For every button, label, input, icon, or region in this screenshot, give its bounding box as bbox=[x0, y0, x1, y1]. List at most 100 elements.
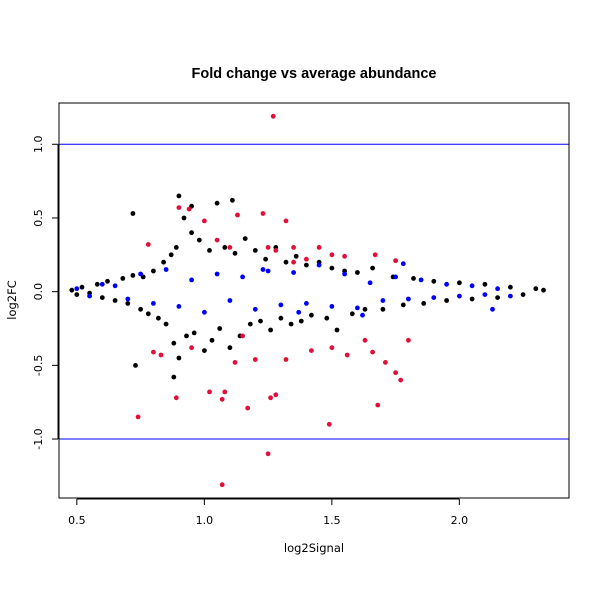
point-s2-24 bbox=[393, 258, 398, 264]
point-s0-19 bbox=[171, 340, 177, 346]
point-s0-0 bbox=[69, 287, 75, 293]
point-s2-0 bbox=[270, 113, 276, 119]
point-s0-44 bbox=[278, 315, 284, 321]
point-s1-15 bbox=[265, 268, 271, 274]
point-s2-1 bbox=[265, 451, 271, 457]
point-s0-10 bbox=[130, 273, 136, 278]
point-s1-13 bbox=[240, 274, 246, 280]
y-tick-label-3: 0.5 bbox=[32, 209, 45, 227]
point-s2-4 bbox=[326, 421, 332, 427]
point-s0-13 bbox=[145, 311, 151, 317]
point-s2-9 bbox=[222, 389, 228, 395]
point-s1-31 bbox=[469, 283, 475, 289]
y-tick-label-4: 1.0 bbox=[32, 136, 45, 154]
point-s2-42 bbox=[214, 237, 220, 243]
point-s0-66 bbox=[444, 298, 449, 303]
point-s1-37 bbox=[360, 312, 365, 318]
point-s0-70 bbox=[495, 295, 500, 300]
point-s2-30 bbox=[283, 357, 289, 362]
point-s0-69 bbox=[482, 281, 488, 287]
point-s2-14 bbox=[186, 206, 192, 212]
point-s0-45 bbox=[283, 259, 289, 265]
point-s0-30 bbox=[209, 337, 215, 343]
point-s0-17 bbox=[163, 321, 169, 327]
point-s2-16 bbox=[235, 212, 240, 218]
point-s0-15 bbox=[156, 315, 161, 321]
reference-lines bbox=[59, 143, 569, 440]
point-s2-38 bbox=[406, 337, 411, 343]
point-s0-41 bbox=[263, 256, 268, 262]
point-s1-22 bbox=[355, 305, 360, 311]
y-tick-label-0: -1.0 bbox=[32, 428, 45, 449]
point-s0-16 bbox=[161, 259, 167, 265]
point-s2-17 bbox=[260, 211, 266, 216]
point-s0-48 bbox=[298, 318, 304, 324]
point-s0-20 bbox=[173, 245, 179, 250]
y-tick-label-2: 0.0 bbox=[32, 283, 45, 301]
point-s2-15 bbox=[202, 218, 207, 224]
point-s2-6 bbox=[173, 395, 179, 401]
point-s0-63 bbox=[411, 276, 416, 281]
point-s1-21 bbox=[342, 271, 347, 277]
point-s0-6 bbox=[105, 278, 110, 284]
point-s2-35 bbox=[398, 377, 404, 383]
point-s0-40 bbox=[258, 318, 263, 324]
point-s1-2 bbox=[99, 281, 105, 287]
point-s0-72 bbox=[520, 292, 526, 297]
point-s2-11 bbox=[268, 395, 273, 401]
point-s0-5 bbox=[99, 295, 105, 300]
point-s2-22 bbox=[342, 253, 347, 259]
point-s0-52 bbox=[324, 315, 330, 321]
point-s2-21 bbox=[304, 256, 309, 262]
point-s1-34 bbox=[508, 293, 513, 299]
point-s2-3 bbox=[135, 414, 141, 420]
point-s1-14 bbox=[252, 306, 258, 312]
point-s1-23 bbox=[367, 280, 373, 286]
point-s2-47 bbox=[291, 245, 296, 250]
point-s0-49 bbox=[304, 262, 309, 268]
point-s2-41 bbox=[240, 333, 246, 339]
point-s1-9 bbox=[189, 277, 195, 283]
point-s1-10 bbox=[202, 309, 207, 315]
point-s0-64 bbox=[421, 301, 427, 306]
point-s0-42 bbox=[268, 327, 273, 333]
point-s2-43 bbox=[227, 245, 233, 250]
x-tick-label-1: 1.0 bbox=[196, 514, 214, 527]
point-s1-0 bbox=[74, 286, 80, 292]
point-s0-25 bbox=[189, 230, 195, 236]
point-s2-28 bbox=[232, 360, 238, 365]
point-s2-12 bbox=[273, 392, 279, 398]
point-s1-24 bbox=[380, 298, 386, 303]
point-s0-29 bbox=[207, 248, 212, 253]
point-s1-6 bbox=[151, 301, 156, 306]
x-tick-label-0: 0.5 bbox=[68, 514, 86, 527]
point-s1-7 bbox=[163, 267, 169, 272]
point-s1-28 bbox=[431, 295, 437, 300]
point-s0-4 bbox=[94, 281, 100, 287]
point-s0-56 bbox=[349, 311, 355, 317]
point-s2-31 bbox=[309, 348, 314, 353]
point-s0-53 bbox=[329, 265, 335, 271]
point-s1-4 bbox=[125, 296, 131, 302]
point-s0-1 bbox=[74, 292, 80, 297]
point-s0-75 bbox=[130, 211, 136, 216]
point-s1-12 bbox=[227, 298, 233, 303]
point-s0-34 bbox=[227, 345, 233, 351]
point-s1-30 bbox=[457, 293, 462, 299]
scatter-points bbox=[69, 113, 546, 488]
point-s2-25 bbox=[145, 242, 151, 247]
y-axis: -1.0 -0.5 0.0 0.5 1.0 bbox=[32, 136, 59, 450]
point-s1-11 bbox=[214, 271, 220, 277]
y-axis-label: log2FC bbox=[5, 280, 19, 320]
point-s0-57 bbox=[355, 270, 360, 275]
point-s0-71 bbox=[508, 284, 513, 290]
chart-title: Fold change vs average abundance bbox=[192, 66, 437, 82]
point-s2-29 bbox=[252, 357, 258, 362]
point-s0-60 bbox=[380, 306, 386, 312]
point-s2-33 bbox=[383, 360, 388, 365]
point-s0-68 bbox=[469, 296, 475, 302]
point-s0-77 bbox=[230, 197, 235, 203]
point-s0-67 bbox=[457, 280, 462, 286]
point-s0-23 bbox=[181, 215, 187, 221]
